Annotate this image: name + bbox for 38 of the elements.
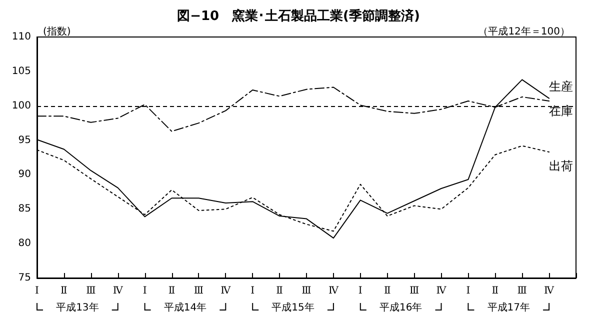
y-tick-label: 105 — [12, 66, 31, 77]
x-tick-label: Ⅰ — [142, 286, 147, 296]
x-tick-label: Ⅳ — [112, 286, 124, 296]
x-tick-label: Ⅰ — [35, 286, 40, 296]
chart-subtitle: （平成12年＝100） — [478, 26, 570, 38]
x-tick-label: Ⅱ — [492, 286, 499, 296]
x-tick-label: Ⅳ — [220, 286, 232, 296]
x-tick-label: Ⅳ — [328, 286, 340, 296]
text: 平成17年 — [487, 302, 530, 314]
text: 平成16年 — [379, 302, 422, 314]
y-tick-label: 75 — [18, 272, 31, 284]
y-axis-title: (指数) — [43, 26, 71, 38]
x-tick-label: Ⅲ — [517, 286, 528, 296]
y-tick-label: 100 — [12, 100, 31, 112]
x-tick-label: Ⅳ — [544, 286, 556, 296]
series-label: 生産 — [549, 79, 574, 94]
x-tick-label: Ⅰ — [466, 286, 470, 296]
x-tick-label: Ⅱ — [384, 286, 391, 296]
x-tick-label: Ⅰ — [358, 286, 362, 296]
x-tick-label: Ⅱ — [168, 286, 176, 296]
chart-title: 図−10 窯業･土石製品工業(季節調整済) — [177, 8, 420, 24]
x-tick-label: Ⅳ — [436, 286, 448, 296]
series-label: 出荷 — [549, 158, 574, 173]
text: 平成13年 — [56, 302, 99, 314]
y-tick-label: 80 — [18, 238, 31, 250]
x-tick-label: Ⅲ — [86, 286, 96, 296]
x-tick-label: Ⅲ — [302, 286, 312, 296]
y-tick-label: 85 — [18, 204, 31, 215]
text: 平成15年 — [272, 302, 314, 314]
text: 平成14年 — [164, 302, 207, 314]
x-tick-label: Ⅱ — [276, 286, 284, 296]
y-tick-label: 110 — [12, 32, 31, 42]
x-tick-label: Ⅲ — [194, 286, 204, 296]
x-tick-label: Ⅰ — [250, 286, 255, 296]
x-tick-label: Ⅲ — [409, 286, 420, 296]
x-tick-label: Ⅱ — [60, 286, 68, 296]
y-tick-label: 95 — [18, 134, 31, 146]
y-tick-label: 90 — [18, 169, 31, 180]
